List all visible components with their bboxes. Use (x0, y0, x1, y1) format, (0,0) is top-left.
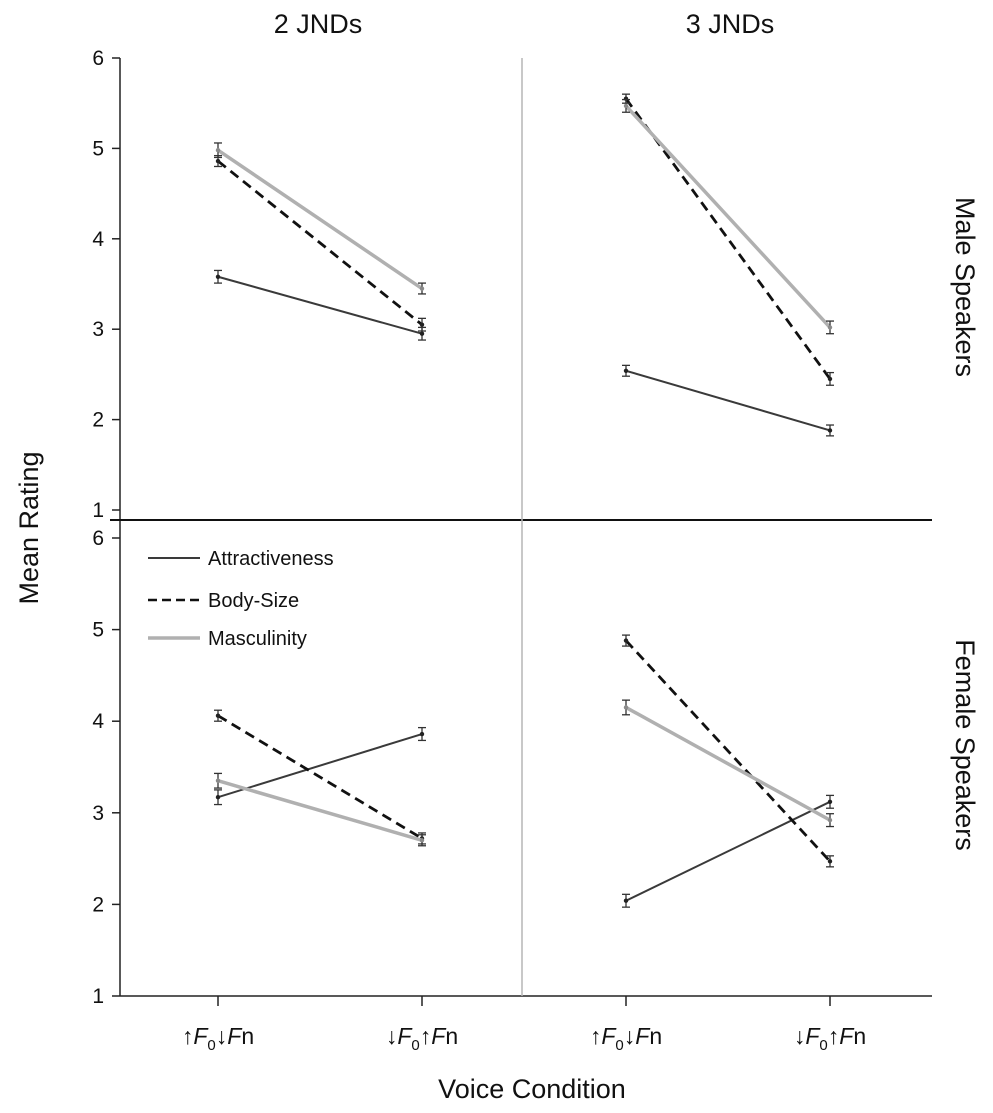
y-tick-label: 6 (92, 47, 104, 70)
y-tick-label: 1 (92, 985, 104, 1008)
series-line-attractiveness (217, 733, 423, 799)
series-attractiveness (214, 726, 426, 806)
legend-label-masculinity: Masculinity (208, 628, 307, 650)
x-ticks: ↑F0↓Fn ↓F0↑Fn ↑F0↓Fn ↓F0↑Fn (182, 996, 866, 1054)
data-point-attractiveness (215, 795, 221, 800)
y-tick-label: 3 (92, 802, 104, 825)
series-masculinity (622, 98, 834, 335)
data-point-body-size (623, 638, 629, 643)
row-label-male-speakers: Male Speakers (950, 197, 980, 377)
data-point-masculinity (827, 817, 833, 823)
legend-label-attractiveness: Attractiveness (208, 548, 334, 570)
series-line-masculinity (624, 104, 832, 329)
data-point-attractiveness (419, 731, 425, 737)
x-tick-label: ↑F0↓Fn (182, 1023, 254, 1054)
column-title-3-jnds: 3 JNDs (686, 9, 775, 39)
legend: Attractiveness Body-Size Masculinity (148, 548, 334, 650)
series-line-masculinity (217, 779, 423, 842)
data-point-attractiveness (419, 331, 425, 336)
panel-male-speakers-3-jnds (622, 93, 834, 437)
data-point-body-size (419, 322, 425, 327)
series-line-attractiveness (625, 800, 831, 902)
data-point-attractiveness (215, 274, 221, 279)
data-point-body-size (215, 713, 221, 718)
data-point-body-size (215, 158, 221, 164)
data-point-attractiveness (827, 799, 833, 805)
y-tick-label: 5 (92, 619, 104, 642)
series-line-attractiveness (217, 275, 423, 335)
series-masculinity (622, 699, 834, 828)
x-axis-title: Voice Condition (438, 1074, 626, 1104)
data-point-masculinity (827, 325, 833, 330)
legend-item-masculinity: Masculinity (148, 628, 307, 650)
series-attractiveness (214, 269, 426, 341)
x-tick-label: ↓F0↑Fn (794, 1023, 866, 1054)
data-point-masculinity (623, 705, 629, 710)
series-line-masculinity (217, 148, 423, 290)
series-line-body-size (624, 639, 832, 863)
data-point-masculinity (419, 286, 425, 291)
legend-item-attractiveness: Attractiveness (148, 548, 334, 570)
series-body-size (214, 154, 426, 332)
y-axis-title: Mean Rating (14, 451, 44, 604)
row-label-female-speakers: Female Speakers (950, 639, 980, 851)
series-line-attractiveness (625, 369, 831, 432)
panel-female-speakers-3-jnds (622, 634, 834, 908)
x-tick-label: ↓F0↑Fn (386, 1023, 458, 1054)
legend-label-body-size: Body-Size (208, 590, 299, 612)
x-tick-label: ↑F0↓Fn (590, 1023, 662, 1054)
y-tick-label: 4 (92, 228, 104, 251)
series-masculinity (214, 142, 426, 295)
series-line-body-size (217, 714, 423, 840)
data-point-masculinity (623, 103, 629, 109)
series-layer (214, 93, 834, 908)
data-point-attractiveness (623, 898, 629, 903)
series-masculinity (214, 772, 426, 847)
series-line-masculinity (625, 705, 831, 822)
data-point-masculinity (419, 838, 425, 843)
data-point-attractiveness (623, 368, 629, 373)
series-body-size (214, 709, 426, 845)
data-point-masculinity (215, 778, 221, 783)
series-attractiveness (622, 364, 834, 437)
y-tick-label: 3 (92, 318, 104, 341)
legend-item-body-size: Body-Size (148, 590, 299, 612)
y-tick-label: 2 (92, 893, 104, 916)
y-tick-label: 4 (92, 710, 104, 733)
series-line-body-size (217, 159, 423, 326)
data-point-body-size (827, 376, 833, 382)
series-body-size (622, 634, 834, 868)
data-point-masculinity (215, 148, 221, 153)
y-tick-label: 6 (92, 527, 104, 550)
series-attractiveness (622, 794, 834, 908)
panel-female-speakers-2-jnds (214, 709, 426, 847)
data-point-body-size (827, 859, 833, 864)
y-tick-label: 5 (92, 137, 104, 160)
y-tick-label: 2 (92, 409, 104, 432)
y-tick-label: 1 (92, 499, 104, 522)
panel-male-speakers-2-jnds (214, 142, 426, 341)
data-point-attractiveness (827, 428, 833, 433)
y-ticks: 1 2 3 4 5 6 1 2 3 4 5 6 (92, 47, 120, 1008)
column-title-2-jnds: 2 JNDs (274, 9, 363, 39)
